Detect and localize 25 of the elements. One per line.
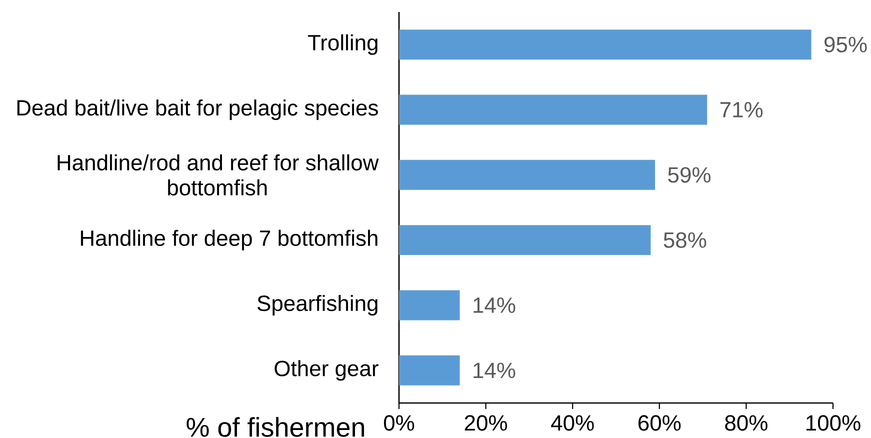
bar	[399, 160, 656, 190]
bar	[399, 94, 708, 125]
data-label: 58%	[664, 232, 706, 248]
x-tick-label: 40%	[551, 415, 594, 431]
data-label: 95%	[824, 36, 867, 52]
data-label: 14%	[474, 298, 516, 313]
y-tick-label: Spearfishing	[258, 294, 378, 316]
x-tick-label: 100%	[806, 415, 860, 431]
data-label: 71%	[720, 102, 763, 118]
y-tick-label: Other gear	[274, 360, 378, 381]
y-tick-label: Handline/rod and reef for shallow bottomfish	[58, 154, 379, 196]
x-tick-label: 20%	[464, 415, 508, 431]
y-tick-label: Handline for deep 7 bottomfish	[80, 230, 378, 250]
bar	[399, 30, 812, 60]
bar	[399, 355, 460, 386]
y-tick-label: Dead bait/live bait for pelagic species	[17, 99, 378, 120]
x-tick-label: 0%	[384, 415, 414, 431]
x-tick-label: 80%	[725, 415, 768, 431]
x-tick-label: 60%	[638, 415, 681, 431]
bar	[399, 290, 460, 320]
data-label: 14%	[474, 362, 516, 378]
y-tick-label: Trolling	[308, 34, 378, 55]
data-label: 59%	[668, 167, 710, 183]
bar	[399, 225, 651, 256]
x-axis-title: % of fishermen	[186, 417, 364, 437]
